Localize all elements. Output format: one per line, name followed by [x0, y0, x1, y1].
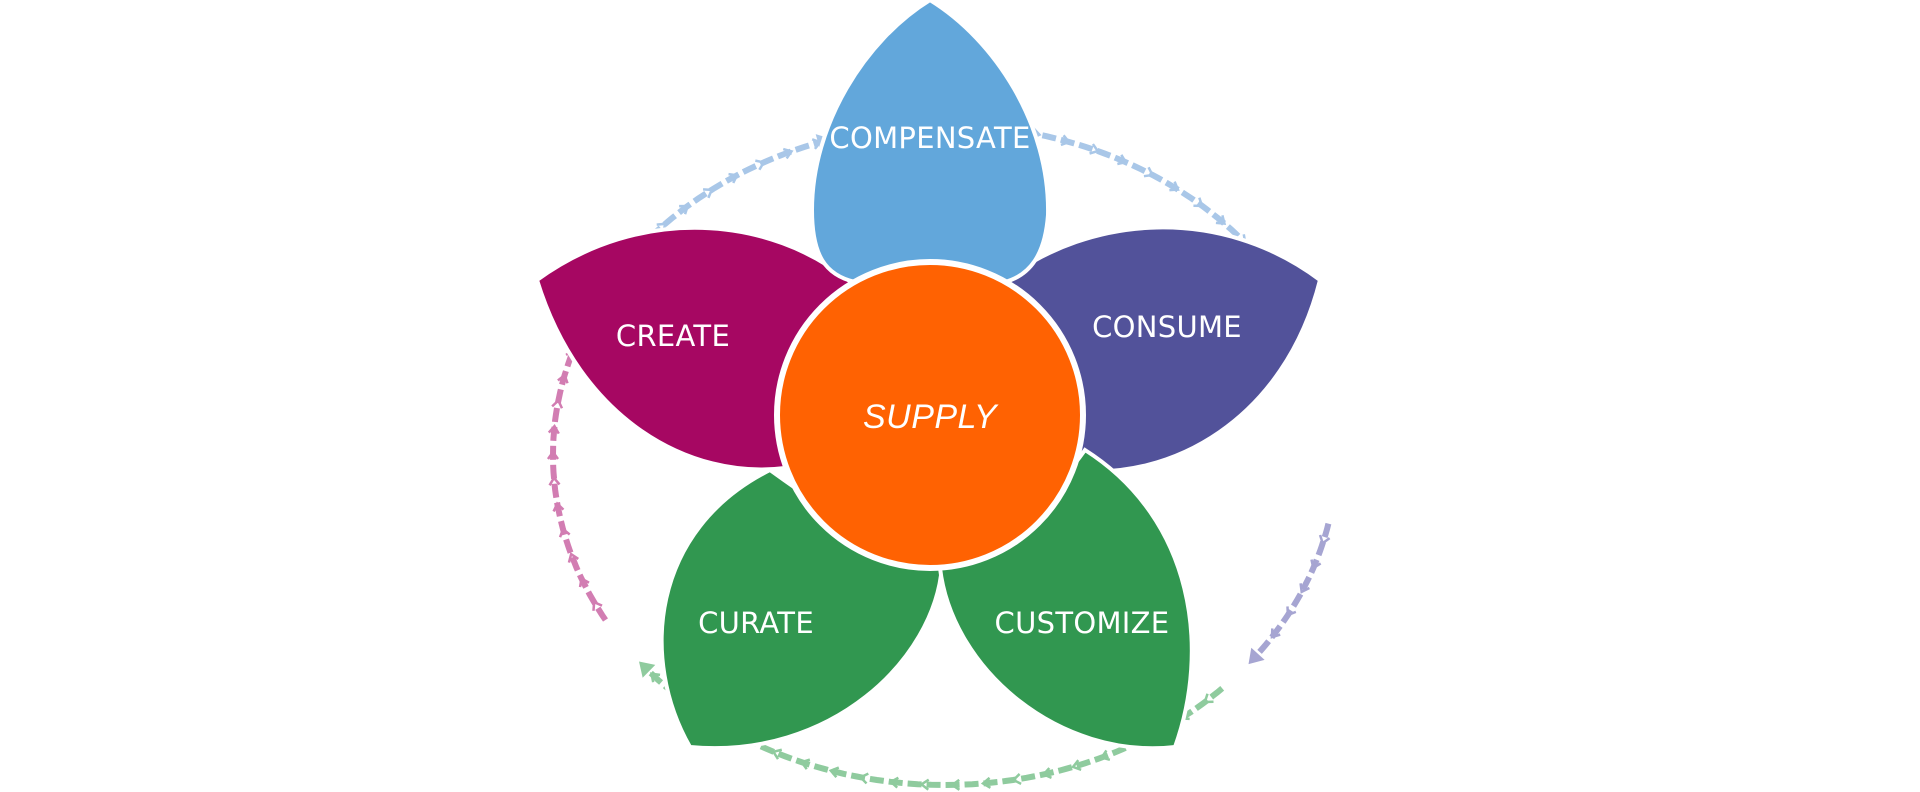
cycle-arrow-chevron	[1318, 534, 1331, 546]
petal-curate-label: CURATE	[698, 606, 814, 640]
cycle-arrow-chevron	[552, 501, 565, 512]
cycle-arrow-chevron	[980, 776, 992, 789]
center-label: SUPPLY	[863, 398, 999, 436]
cycle-arrow-chevron	[592, 600, 603, 611]
cycle-segment-consume-customize	[1251, 522, 1332, 661]
cycle-arrow-chevron	[1270, 628, 1281, 639]
cycle-arrow-chevron	[1011, 773, 1022, 785]
cycle-arrow-chevron	[1070, 759, 1082, 771]
petal-customize: CUSTOMIZE	[937, 447, 1194, 751]
cycle-arrow-chevron	[557, 373, 569, 384]
cycle-arrow-chevron	[771, 748, 783, 760]
petal-create-label: CREATE	[616, 319, 730, 353]
cycle-arrow-chevron	[548, 475, 561, 486]
petal-customize-label: CUSTOMIZE	[995, 606, 1170, 640]
cycle-arrow-chevron	[782, 147, 794, 160]
cycle-arrow-chevron	[888, 776, 899, 789]
cycle-arrow-chevron	[679, 204, 690, 215]
cycle-arrow-chevron	[1215, 214, 1227, 226]
cycle-arrow-head	[1248, 647, 1265, 665]
cycle-arrow-chevron	[649, 672, 661, 683]
cycle-arrow-chevron	[1089, 143, 1100, 155]
cycle-arrow-chevron	[1286, 606, 1297, 617]
cycle-arrow-chevron	[919, 778, 930, 791]
petal-compensate: COMPENSATE	[809, 0, 1051, 285]
cycle-arrow-chevron	[558, 527, 571, 538]
cycle-arrow-chevron	[1299, 583, 1310, 594]
cycle-arrow-chevron	[858, 772, 869, 785]
center-circle	[774, 259, 1086, 571]
cycle-arrow-chevron	[1099, 749, 1111, 762]
cycle-arrow-chevron	[1310, 559, 1322, 570]
cycle-arrow-chevron	[578, 576, 590, 588]
cycle-arrow-chevron	[755, 159, 766, 171]
cycle-arrow-chevron	[702, 188, 714, 199]
cycle-arrow-chevron	[1169, 181, 1180, 192]
cycle-arrow-chevron	[1143, 166, 1155, 178]
cycle-arrow-chevron	[547, 423, 560, 435]
cycle-arrow-chevron	[551, 398, 564, 409]
cycle-arrow-chevron	[567, 552, 579, 563]
center-node: SUPPLY	[774, 259, 1086, 571]
cycle-arrow-chevron	[1041, 767, 1052, 779]
cycle-arrow-chevron	[799, 758, 811, 770]
petal-consume-label: CONSUME	[1092, 310, 1242, 344]
cycle-arrow-chevron	[1203, 693, 1214, 704]
cycle-arrow-chevron	[1193, 197, 1204, 208]
cycle-arrow-chevron	[1117, 154, 1128, 166]
cycle-arrow-chevron	[828, 766, 840, 779]
cycle-arrow-chevron	[950, 778, 961, 791]
cycle-arrow-head	[639, 661, 656, 678]
cycle-arrow-chevron	[728, 172, 739, 184]
cycle-arrow-chevron	[1060, 134, 1072, 147]
petal-compensate-label: COMPENSATE	[829, 121, 1030, 155]
cycle-arrow-chevron	[546, 449, 559, 460]
